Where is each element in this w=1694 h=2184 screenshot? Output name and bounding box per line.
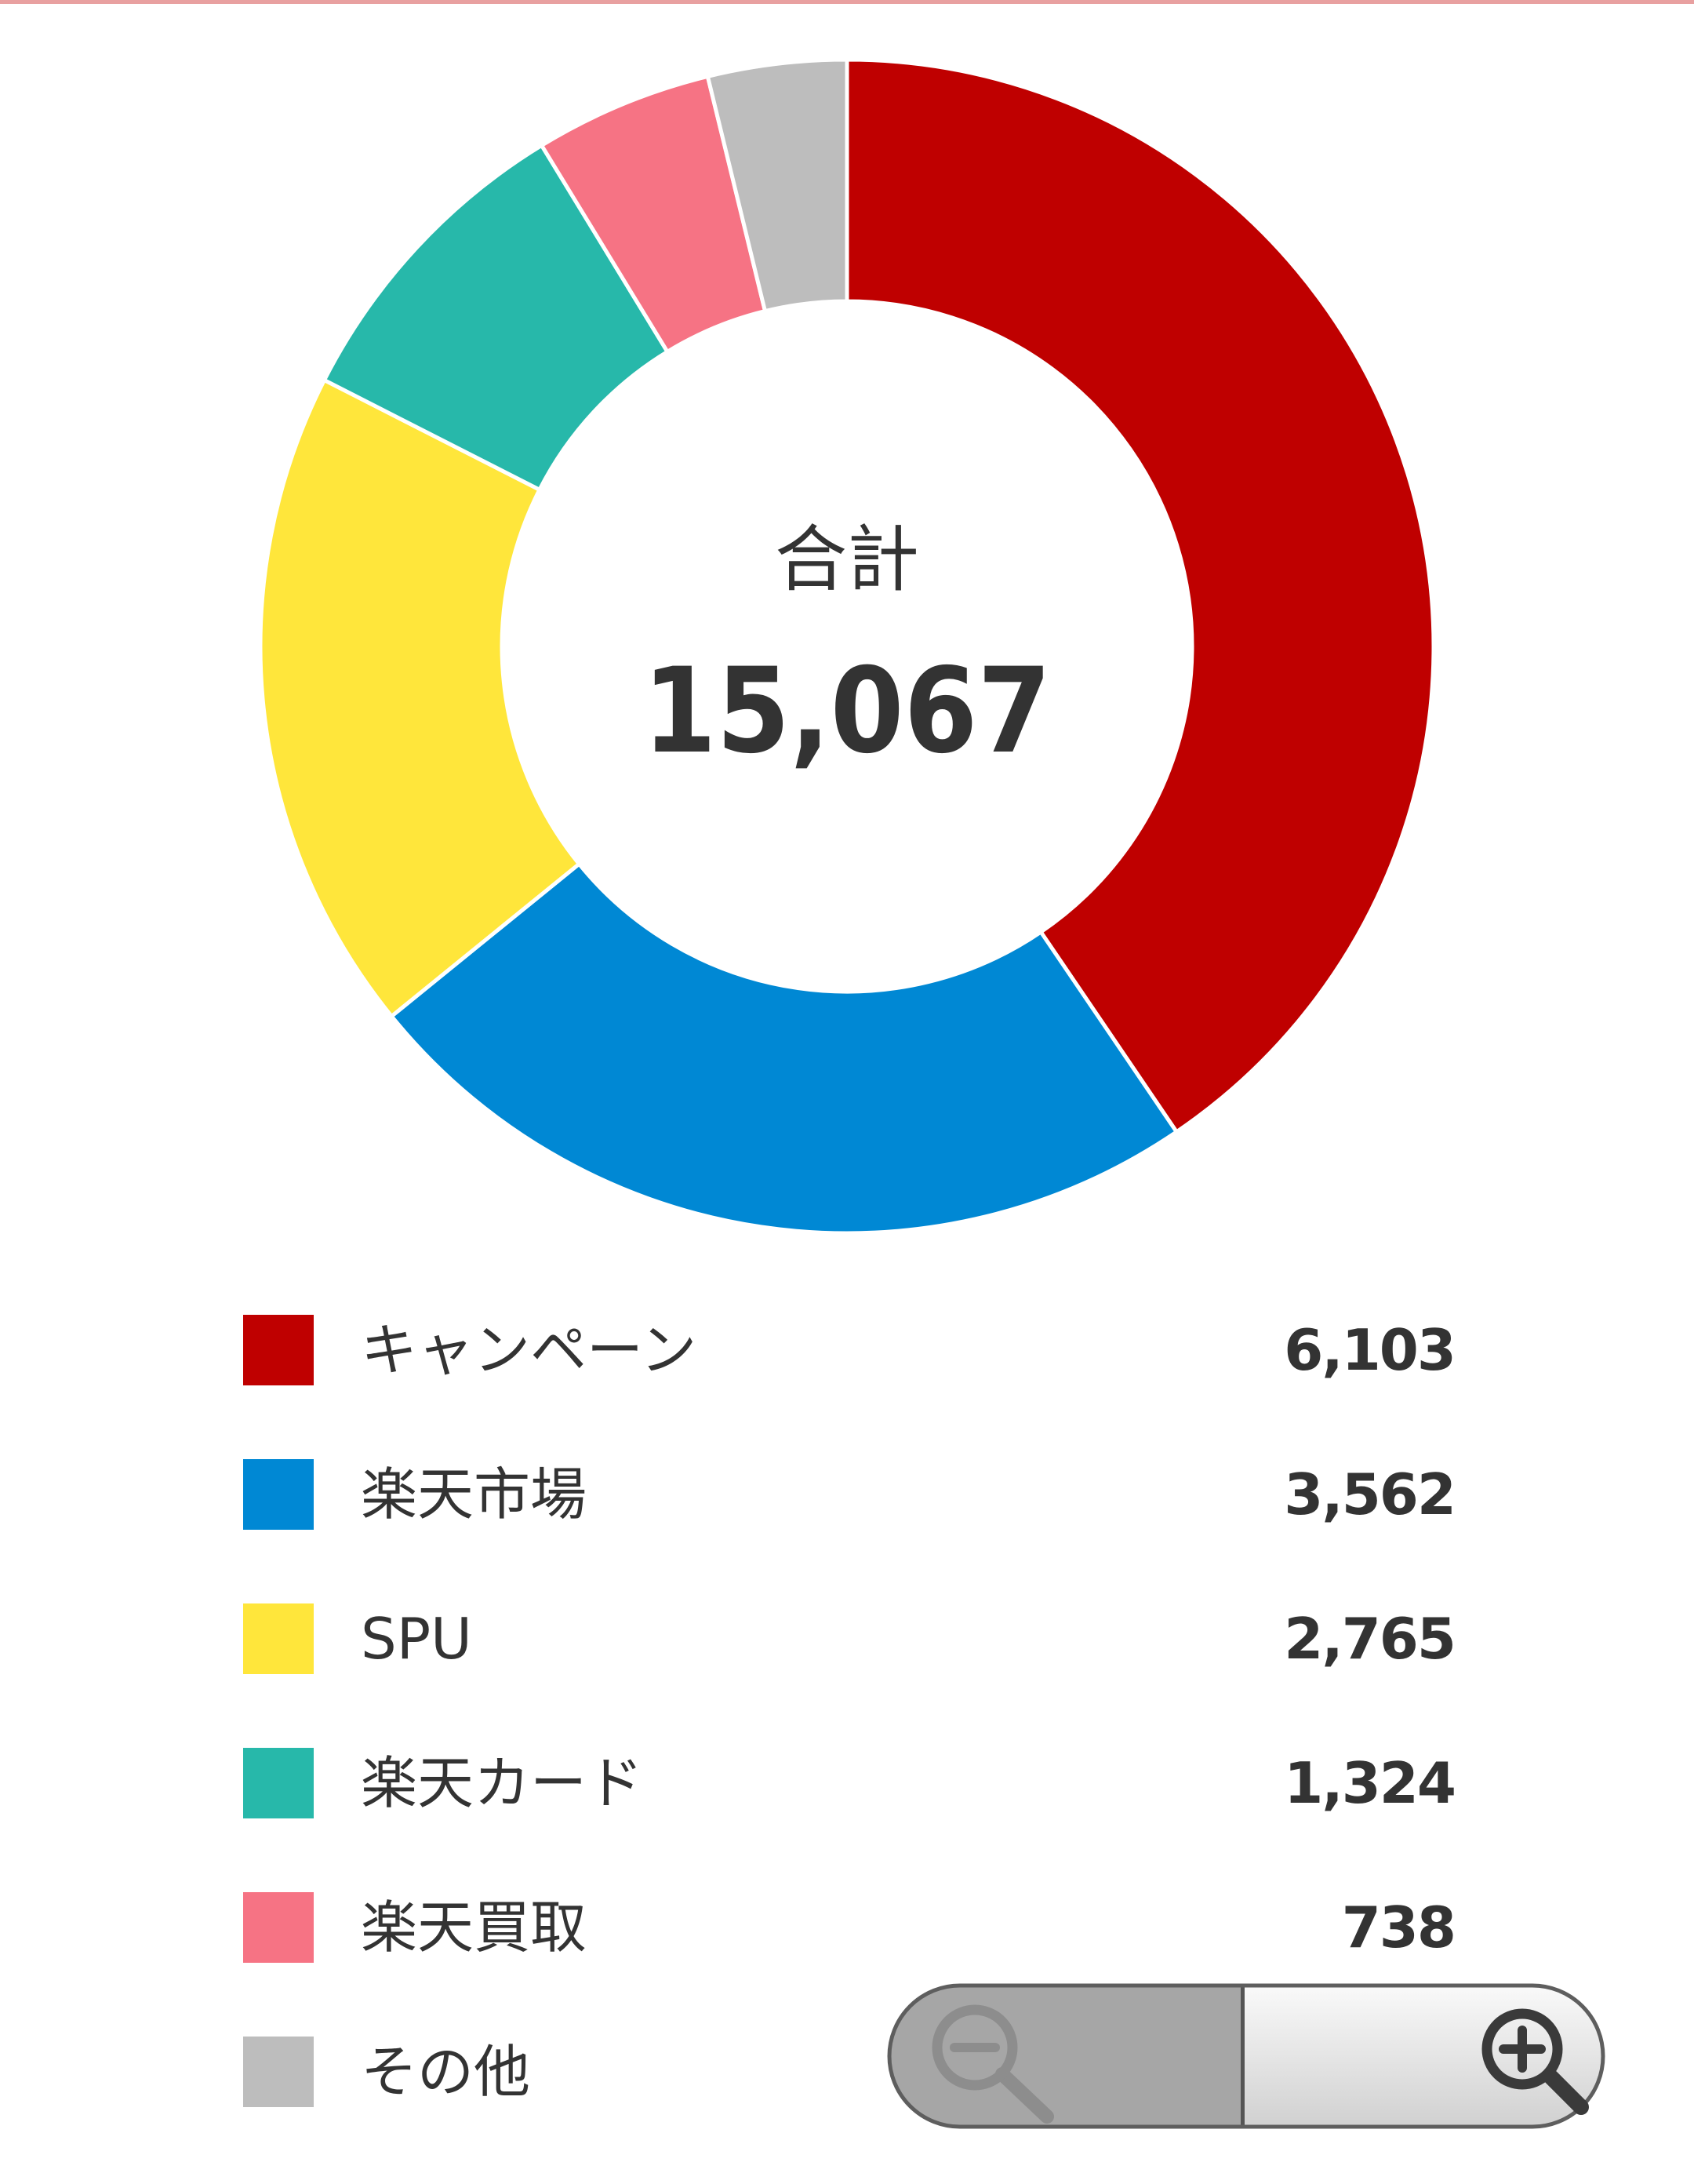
top-border	[0, 0, 1694, 4]
legend-swatch	[243, 1603, 314, 1674]
donut-slice-3	[322, 143, 670, 492]
zoom-out-button[interactable]	[889, 1986, 1242, 2127]
zoom-control	[887, 1983, 1605, 2129]
legend-item-ichiba: 楽天市場 3,562	[243, 1459, 1456, 1603]
legend-swatch	[243, 1459, 314, 1530]
legend-value: 738	[1341, 1895, 1456, 1960]
legend-value: 1,324	[1284, 1750, 1456, 1816]
zoom-out-icon	[932, 2004, 1054, 2124]
legend-swatch	[243, 1748, 314, 1818]
legend-item-kaitori: 楽天買取 738	[243, 1892, 1456, 2037]
legend-item-other: その他	[243, 2037, 1455, 2181]
legend-label: 楽天買取	[361, 1895, 587, 1960]
legend-item-card: 楽天カード 1,324	[243, 1748, 1456, 1892]
legend-item-spu: SPU 2,765	[243, 1603, 1456, 1748]
donut-slice-0	[845, 57, 1436, 1134]
legend: キャンペーン 6,103 楽天市場 3,562 SPU 2,765 楽天カード …	[243, 1315, 1456, 2181]
legend-label: キャンペーン	[361, 1317, 697, 1383]
legend-swatch	[243, 2037, 314, 2107]
donut-slice-2	[258, 377, 581, 1018]
donut-chart: 合計 15,067	[258, 57, 1436, 1236]
total-label: 合計	[775, 518, 919, 602]
legend-swatch	[243, 1315, 314, 1385]
legend-value: 2,765	[1284, 1606, 1456, 1672]
legend-label: その他	[361, 2039, 531, 2105]
legend-value: 3,562	[1284, 1461, 1456, 1527]
legend-swatch	[243, 1892, 314, 1963]
donut-slice-5	[705, 57, 849, 314]
total-value: 15,067	[643, 643, 1052, 780]
legend-label: 楽天市場	[361, 1461, 587, 1527]
donut-slice-1	[389, 861, 1179, 1236]
legend-label: 楽天カード	[361, 1750, 644, 1816]
donut-slices	[258, 57, 1436, 1236]
legend-item-campaign: キャンペーン 6,103	[243, 1315, 1456, 1459]
zoom-in-button[interactable]	[1245, 1986, 1603, 2127]
zoom-in-icon	[1481, 2008, 1589, 2115]
legend-label: SPU	[361, 1606, 472, 1672]
legend-value: 6,103	[1284, 1317, 1456, 1383]
